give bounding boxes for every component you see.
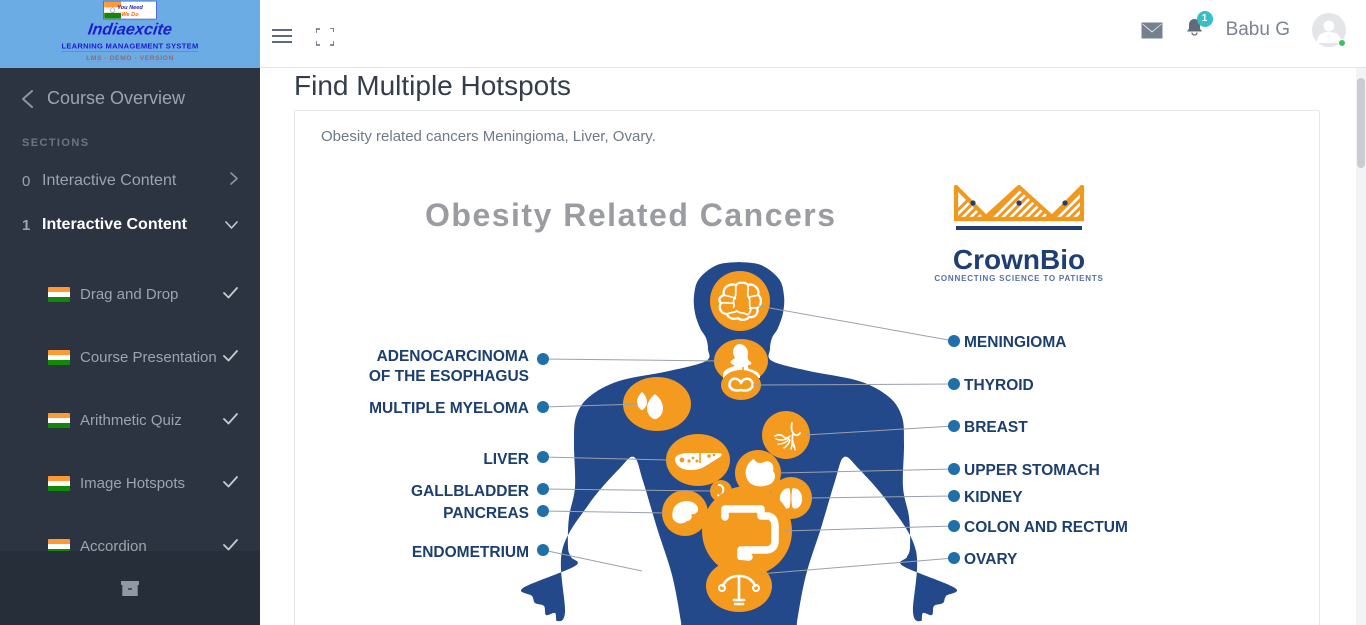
svg-text:You Need: You Need: [117, 5, 143, 11]
svg-text:We Do: We Do: [121, 12, 139, 18]
